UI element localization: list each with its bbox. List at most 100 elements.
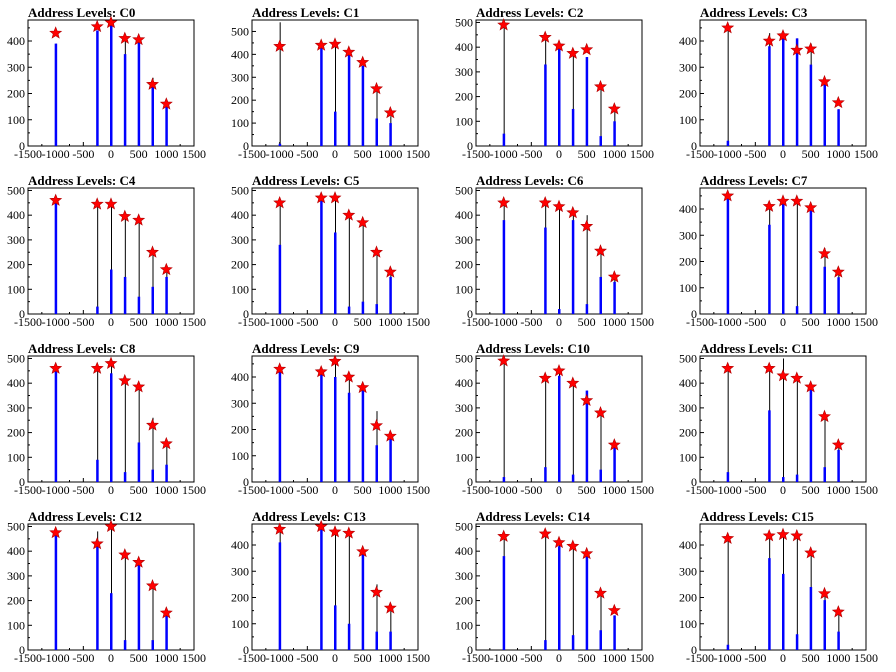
histogram-bar (137, 38, 141, 146)
chart-title: Address Levels: C6 (476, 173, 584, 188)
histogram-bar (110, 22, 113, 146)
y-tick-label: 400 (679, 538, 697, 552)
y-tick-label: 100 (455, 282, 473, 296)
peak-star-marker (552, 363, 566, 377)
x-tick-label: 1000 (826, 315, 850, 329)
peak-star-marker (342, 208, 356, 221)
x-tick-label: 500 (354, 147, 372, 161)
histogram-bar (347, 54, 351, 147)
x-tick-label: -1000 (42, 147, 70, 161)
peak-star-marker (328, 354, 342, 367)
x-tick-label: 0 (780, 651, 786, 665)
histogram-bar (502, 477, 506, 482)
peak-star-marker (314, 38, 328, 51)
y-tick-label: 500 (7, 183, 25, 197)
histogram-bar (389, 123, 392, 146)
peak-star-marker (580, 42, 594, 56)
peak-star-marker (118, 373, 132, 387)
y-tick-label: 400 (455, 208, 473, 222)
y-tick-label: 0 (467, 307, 473, 321)
peak-star-marker (566, 376, 580, 389)
y-tick-label: 300 (7, 401, 25, 415)
x-tick-label: 500 (130, 651, 148, 665)
y-tick-label: 200 (231, 93, 249, 107)
histogram-bar (613, 281, 616, 314)
y-tick-label: 400 (231, 538, 249, 552)
x-tick-label: -1500 (14, 315, 42, 329)
histogram-plot: 0 100 200 300 400 -1500 -1000 -500 0 500 1000 1500 (7, 15, 206, 161)
x-tick-label: -500 (520, 147, 542, 161)
histogram-bar (375, 304, 378, 314)
y-tick-label: 0 (243, 307, 249, 321)
peak-star-marker (721, 361, 735, 374)
histogram-bar (558, 375, 561, 482)
y-tick-label: 100 (7, 282, 25, 296)
y-tick-label: 400 (231, 208, 249, 222)
peak-star-marker (370, 245, 383, 258)
histogram-bar (110, 373, 113, 482)
peak-star-marker (831, 265, 845, 278)
histogram-bar (809, 385, 813, 482)
chart-title: Address Levels: C1 (252, 5, 360, 20)
histogram-plot: 0 100 200 300 400 500 -1500 -1000 -500 0 500 1000 15… (679, 351, 878, 497)
histogram-bar (599, 136, 602, 146)
x-tick-label: -1000 (714, 315, 742, 329)
x-tick-label: -1500 (14, 651, 42, 665)
histogram-panel: Address Levels: C14 0 100 200 300 400 500 -1500… (448, 504, 672, 672)
peak-star-marker (118, 209, 132, 222)
y-tick-label: 500 (455, 519, 473, 533)
histogram-bar (795, 306, 799, 314)
peak-star-marker (594, 79, 607, 93)
x-tick-label: 1500 (630, 147, 654, 161)
histogram-bar (320, 45, 323, 147)
y-tick-label: 300 (679, 564, 697, 578)
y-tick-label: 400 (7, 34, 25, 48)
x-tick-label: -1500 (238, 483, 266, 497)
peak-star-marker (383, 105, 397, 119)
y-tick-label: 500 (7, 351, 25, 365)
histogram-bar (726, 140, 730, 146)
x-tick-label: 1500 (630, 651, 654, 665)
x-tick-label: 1000 (154, 147, 178, 161)
x-tick-label: -1500 (238, 651, 266, 665)
y-tick-label: 100 (231, 116, 249, 130)
y-tick-label: 300 (679, 60, 697, 74)
peak-star-marker (146, 418, 159, 431)
peak-star-marker (328, 191, 342, 204)
peak-star-marker (356, 55, 370, 68)
peak-star-marker (776, 368, 790, 382)
histogram-plot: 0 100 200 300 400 500 -1500 -1000 -500 0 500 1000 15… (231, 19, 430, 161)
histogram-bar (823, 266, 826, 314)
x-tick-label: 0 (780, 315, 786, 329)
histogram-bar (726, 472, 730, 482)
histogram-plot: 0 100 200 300 400 500 -1500 -1000 -500 0 500 1000 15… (231, 183, 430, 329)
chart-title: Address Levels: C10 (476, 341, 590, 356)
x-tick-label: 1000 (154, 483, 178, 497)
x-tick-label: 1500 (406, 315, 430, 329)
histogram-bar (165, 612, 168, 650)
peak-star-marker (776, 28, 790, 42)
x-tick-label: 0 (332, 147, 338, 161)
y-tick-label: 0 (243, 643, 249, 657)
x-tick-label: -1500 (686, 315, 714, 329)
histogram-panel: Address Levels: C0 0 100 200 300 400 -1500 -100… (0, 0, 224, 168)
histogram-plot: 0 100 200 300 400 -1500 -1000 -500 0 500 1000 1500 (231, 354, 430, 497)
chart-title: Address Levels: C7 (700, 173, 808, 188)
y-tick-label: 300 (455, 401, 473, 415)
histogram-bar (837, 109, 840, 146)
histogram-bar (544, 640, 547, 650)
x-tick-label: -500 (520, 315, 542, 329)
y-tick-label: 500 (231, 24, 249, 38)
x-tick-label: 1000 (378, 651, 402, 665)
histogram-plot: 0 100 200 300 400 -1500 -1000 -500 0 500 1000 1500 (679, 187, 878, 329)
y-tick-label: 200 (7, 87, 25, 101)
y-tick-label: 400 (455, 376, 473, 390)
peak-star-marker (721, 21, 735, 34)
x-tick-label: -1000 (714, 651, 742, 665)
x-tick-label: 0 (556, 483, 562, 497)
histogram-bar (571, 108, 575, 146)
x-tick-label: -1000 (42, 651, 70, 665)
peak-star-marker (273, 362, 287, 375)
peak-star-marker (90, 361, 104, 374)
peak-star-marker (762, 34, 776, 47)
